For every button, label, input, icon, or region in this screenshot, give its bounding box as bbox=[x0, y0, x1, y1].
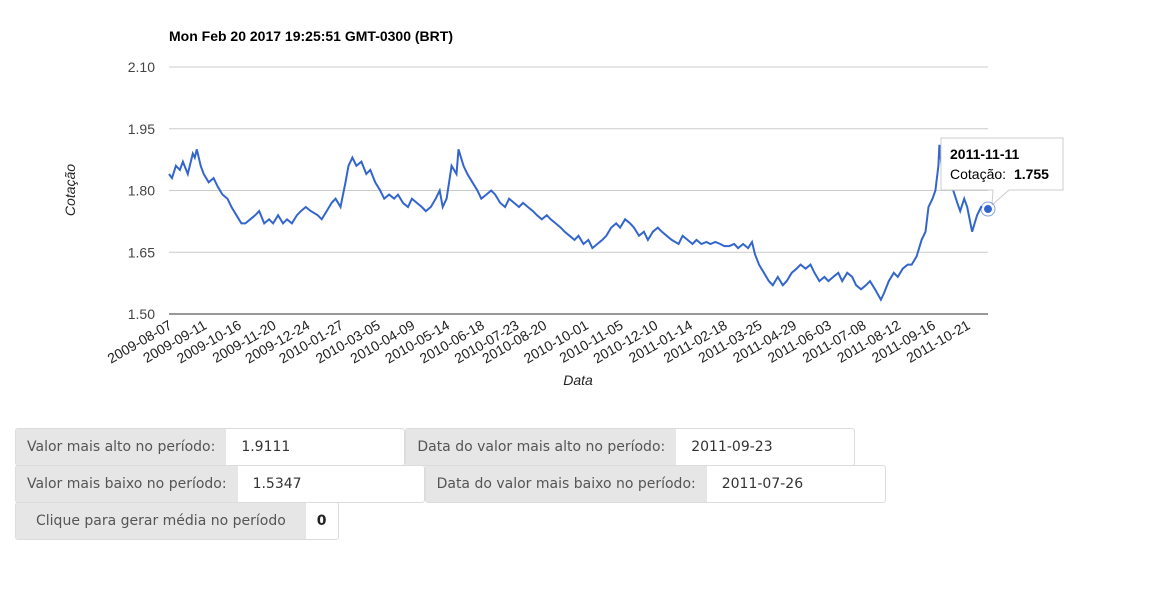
min-value-label: Valor mais baixo no período: bbox=[16, 466, 238, 502]
line-chart: Mon Feb 20 2017 19:25:51 GMT-0300 (BRT) … bbox=[62, 28, 1064, 388]
y-tick-label: 2.10 bbox=[128, 59, 155, 75]
y-axis-ticks: 1.50 1.65 1.80 1.95 2.10 bbox=[128, 59, 155, 322]
tooltip: 2011-11-11 Cotação: 1.755 bbox=[940, 137, 1064, 207]
highlighted-data-point-ring bbox=[980, 201, 996, 217]
tooltip-value: 1.755 bbox=[1014, 166, 1049, 182]
min-date-group: Data do valor mais baixo no período: 201… bbox=[424, 465, 886, 503]
chart-title: Mon Feb 20 2017 19:25:51 GMT-0300 (BRT) bbox=[169, 28, 453, 44]
min-value-group: Valor mais baixo no período: 1.5347 bbox=[15, 465, 425, 503]
tooltip-date: 2011-11-11 bbox=[950, 146, 1020, 162]
tooltip-box bbox=[940, 137, 1064, 207]
y-tick-label: 1.65 bbox=[128, 244, 155, 260]
average-group: Clique para gerar média no período 0 bbox=[15, 502, 339, 540]
highlighted-data-point[interactable] bbox=[982, 203, 994, 216]
stats-panel: Valor mais alto no período: 1.9111 Data … bbox=[15, 428, 886, 540]
x-axis-label: Data bbox=[563, 372, 593, 388]
y-tick-label: 1.80 bbox=[128, 183, 155, 199]
stats-row-avg: Clique para gerar média no período 0 bbox=[15, 502, 886, 540]
max-date-label: Data do valor mais alto no período: bbox=[406, 429, 677, 465]
min-date-label: Data do valor mais baixo no período: bbox=[425, 466, 707, 502]
stats-row-max: Valor mais alto no período: 1.9111 Data … bbox=[15, 428, 886, 466]
max-value-field: 1.9111 bbox=[241, 439, 291, 455]
tooltip-label: Cotação: bbox=[950, 166, 1006, 182]
y-axis-label: Cotação bbox=[62, 164, 78, 216]
generate-average-button[interactable]: Clique para gerar média no período bbox=[16, 503, 306, 539]
min-date-field: 2011-07-26 bbox=[721, 476, 804, 492]
y-tick-label: 1.95 bbox=[128, 121, 155, 137]
max-value-group: Valor mais alto no período: 1.9111 bbox=[15, 428, 406, 466]
y-tick-label: 1.50 bbox=[128, 306, 155, 322]
max-date-group: Data do valor mais alto no período: 2011… bbox=[405, 428, 856, 466]
tooltip-value-line: Cotação: 1.755 bbox=[950, 166, 1049, 182]
max-date-field: 2011-09-23 bbox=[691, 439, 773, 455]
gridlines bbox=[169, 66, 988, 315]
x-axis-ticks: 2009-08-072009-09-112009-10-162009-11-20… bbox=[104, 317, 972, 367]
max-value-label: Valor mais alto no período: bbox=[16, 429, 227, 465]
average-value: 0 bbox=[316, 513, 327, 529]
min-value-field: 1.5347 bbox=[252, 476, 302, 492]
series-line-cotacao bbox=[168, 144, 989, 302]
stats-row-min: Valor mais baixo no período: 1.5347 Data… bbox=[15, 465, 886, 503]
